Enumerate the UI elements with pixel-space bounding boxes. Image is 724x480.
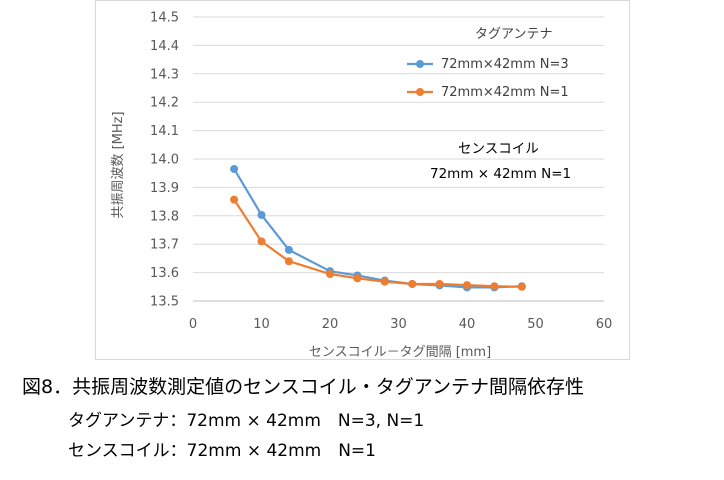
caption-tag-antenna: タグアンテナ：72mm × 42mm N=3, N=1 (68, 411, 425, 431)
data-point-n1-6 (230, 195, 239, 204)
grid-lines (193, 16, 604, 274)
x-tick-labels: 0 10 20 30 40 50 60 (189, 317, 612, 332)
x-tick-label-40: 40 (459, 317, 476, 332)
y-tick-label-13.9: 13.9 (150, 181, 179, 196)
legend-title: タグアンテナ (475, 27, 552, 42)
data-point-n1-40 (463, 281, 471, 290)
legend-marker-n1 (416, 88, 424, 96)
data-point-n1-24 (353, 274, 362, 283)
data-point-n1-48 (517, 282, 526, 291)
data-point-n1-14 (284, 257, 293, 266)
x-tick-label-50: 50 (527, 317, 544, 332)
annotation-line1: センスコイル (458, 141, 539, 157)
legend-marker-n3 (416, 60, 424, 68)
legend-entry-n1: 72mm×42mm N=1 (407, 85, 569, 100)
data-point-n3-14 (284, 245, 293, 254)
x-tick-label-20: 20 (322, 317, 339, 332)
caption-title: 図8．共振周波数測定値のセンスコイル・タグアンテナ間隔依存性 (22, 376, 584, 398)
series (230, 164, 526, 292)
y-tick-label-14.0: 14.0 (150, 153, 179, 168)
y-tick-label-14.5: 14.5 (150, 11, 179, 26)
data-point-n1-10 (257, 237, 266, 246)
y-axis-title: 共振周波数 [MHz] (111, 111, 126, 218)
legend: タグアンテナ 72mm×42mm N=3 72mm×42mm N=1 (407, 27, 569, 100)
sense-coil-annotation: センスコイル 72mm × 42mm N=1 (430, 141, 571, 182)
data-point-n1-36 (435, 279, 444, 288)
y-tick-label-13.8: 13.8 (150, 209, 179, 224)
y-tick-label-14.1: 14.1 (150, 124, 179, 139)
data-point-n1-20 (326, 270, 334, 279)
y-tick-labels: 13.5 13.6 13.7 13.8 13.9 14.0 14.1 14.2 14.3 14.4… (150, 11, 179, 310)
x-tick-label-30: 30 (390, 317, 407, 332)
y-tick-label-13.6: 13.6 (150, 266, 179, 281)
data-point-n3-6 (230, 164, 239, 173)
y-tick-label-14.4: 14.4 (150, 39, 179, 54)
x-tick-label-10: 10 (253, 317, 270, 332)
x-tick-label-0: 0 (189, 317, 197, 332)
y-tick-label-14.2: 14.2 (150, 96, 179, 111)
legend-label-n1: 72mm×42mm N=1 (441, 85, 569, 100)
data-point-n1-32 (408, 279, 417, 288)
data-point-n1-28 (380, 277, 389, 286)
legend-label-n3: 72mm×42mm N=3 (441, 57, 569, 72)
series-line-n1 (233, 198, 522, 288)
legend-entry-n3: 72mm×42mm N=3 (407, 57, 569, 72)
data-point-n1-44 (490, 282, 499, 291)
series-line-n3 (233, 168, 522, 289)
y-tick-label-13.7: 13.7 (150, 238, 179, 253)
data-point-n3-10 (257, 210, 266, 219)
y-tick-label-14.3: 14.3 (150, 67, 179, 82)
x-tick-label-60: 60 (596, 317, 613, 332)
chart-frame (95, 0, 630, 360)
x-axis-title: センスコイル－タグ間隔 [mm] (309, 345, 491, 360)
annotation-line2: 72mm × 42mm N=1 (430, 166, 571, 182)
caption-sense-coil: センスコイル：72mm × 42mm N=1 (68, 441, 376, 461)
y-tick-label-13.5: 13.5 (150, 295, 179, 310)
resonance-frequency-chart: 13.5 13.6 13.7 13.8 13.9 14.0 14.1 14.2 14.3 14.4… (111, 11, 612, 361)
